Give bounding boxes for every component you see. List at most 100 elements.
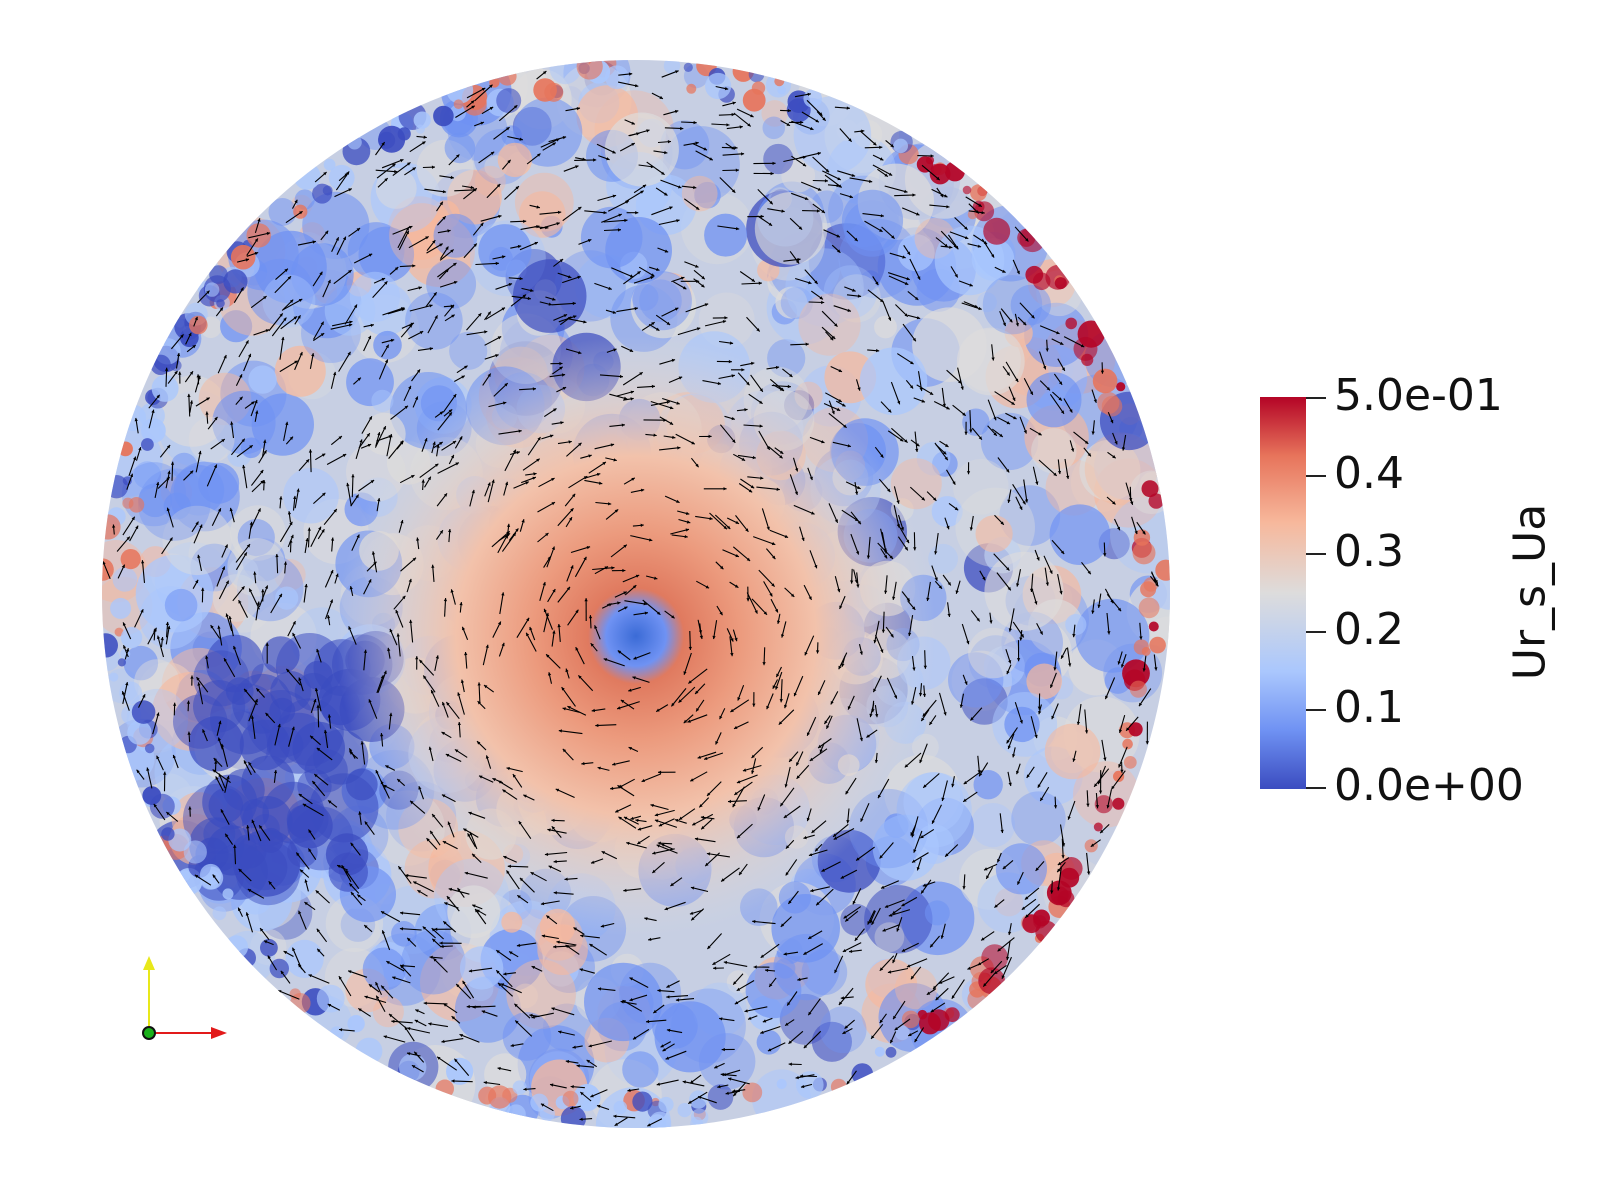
vector-glyph <box>254 410 259 422</box>
vector-glyph <box>425 291 438 308</box>
vector-glyph <box>1039 325 1060 335</box>
vector-glyph <box>969 707 983 721</box>
rim-patch <box>104 475 129 499</box>
vector-glyph <box>586 1059 598 1068</box>
vector-glyph <box>283 950 294 957</box>
vector-glyph <box>590 1089 608 1098</box>
field-patch <box>798 293 861 356</box>
vector-glyph <box>224 833 234 845</box>
rim-patch <box>189 315 208 335</box>
vector-glyph <box>502 789 518 800</box>
vector-glyph <box>538 477 555 488</box>
vector-glyph <box>846 808 850 824</box>
vector-glyph <box>670 528 690 535</box>
vector-glyph <box>689 909 703 915</box>
vector-glyph <box>718 112 735 117</box>
rim-patch <box>1123 756 1137 769</box>
vector-glyph <box>663 435 676 439</box>
vector-glyph <box>844 286 856 292</box>
vector-glyph <box>864 145 883 149</box>
vector-glyph <box>1015 496 1023 511</box>
field-patch <box>580 206 643 269</box>
vector-glyph <box>645 433 657 437</box>
vector-glyph <box>825 715 833 730</box>
vector-glyph <box>422 165 436 169</box>
vector-glyph <box>368 699 378 719</box>
vector-glyph <box>431 938 442 948</box>
vector-glyph <box>1000 308 1013 323</box>
field-patch <box>1152 578 1170 610</box>
rim-patch <box>1065 317 1077 330</box>
rim-patch <box>663 60 681 75</box>
vector-glyph <box>553 891 574 895</box>
field-patch <box>519 191 566 238</box>
vector-glyph <box>775 666 782 678</box>
field-patch <box>449 331 488 370</box>
field-patch <box>604 112 679 187</box>
vector-glyph <box>338 1028 355 1032</box>
vector-glyph <box>952 404 967 417</box>
vector-glyph <box>566 442 582 457</box>
rim-patch <box>1097 391 1120 415</box>
field-patch <box>237 518 275 557</box>
vector-glyph <box>561 686 576 707</box>
vector-glyph <box>619 142 636 152</box>
field-patch <box>262 274 316 328</box>
field-patch <box>968 627 1019 679</box>
field-patch <box>138 483 173 518</box>
field-patch <box>164 588 198 622</box>
vector-glyph <box>1023 378 1034 396</box>
rim-patch <box>893 138 908 154</box>
vector-glyph <box>246 825 250 841</box>
rim-patch <box>983 217 1011 245</box>
vector-glyph <box>1107 451 1117 459</box>
vector-glyph <box>792 457 799 472</box>
field-patch <box>512 259 587 333</box>
vector-glyph <box>314 171 327 183</box>
vector-glyph <box>469 489 475 507</box>
vector-glyph <box>426 837 438 850</box>
field-patch <box>874 922 905 953</box>
scalar-bar-tick <box>1306 397 1326 399</box>
rim-patch <box>1141 480 1159 498</box>
vector-glyph <box>462 980 475 999</box>
vector-glyph <box>330 537 335 552</box>
scalar-bar-label: 0.1 <box>1334 682 1404 733</box>
vector-glyph <box>675 998 695 1002</box>
vector-glyph <box>539 581 546 601</box>
vector-glyph <box>426 243 443 254</box>
rim-patch <box>1022 914 1041 934</box>
vector-glyph <box>136 769 145 780</box>
field-patch <box>897 234 935 272</box>
vector-glyph <box>441 440 457 451</box>
vector-glyph <box>834 955 844 974</box>
vector-glyph <box>1112 432 1118 445</box>
rim-patch <box>131 700 156 724</box>
rim-patch <box>496 88 522 114</box>
field-patch <box>373 330 402 360</box>
vector-glyph <box>1030 716 1038 739</box>
vector-glyph <box>191 521 199 533</box>
rim-patch <box>1128 722 1143 737</box>
vector-glyph <box>675 433 696 445</box>
vector-glyph <box>962 874 966 890</box>
vector-glyph <box>600 922 615 928</box>
rim-patch <box>102 558 114 581</box>
rim-patch <box>901 1010 920 1029</box>
vector-glyph <box>350 494 360 507</box>
rim-patch <box>1092 368 1118 394</box>
field-patch <box>654 1001 726 1073</box>
vector-glyph <box>1024 903 1040 919</box>
field-patch <box>1011 791 1066 846</box>
vector-glyph <box>985 866 994 880</box>
vector-glyph <box>632 523 644 527</box>
vector-glyph <box>685 303 709 313</box>
vector-glyph <box>235 552 248 571</box>
vector-glyph <box>409 141 426 153</box>
field-patch <box>931 496 963 528</box>
field-patch <box>890 458 942 510</box>
field-patch <box>975 515 1013 553</box>
rim-patch <box>1116 382 1126 392</box>
vector-glyph <box>388 712 393 730</box>
